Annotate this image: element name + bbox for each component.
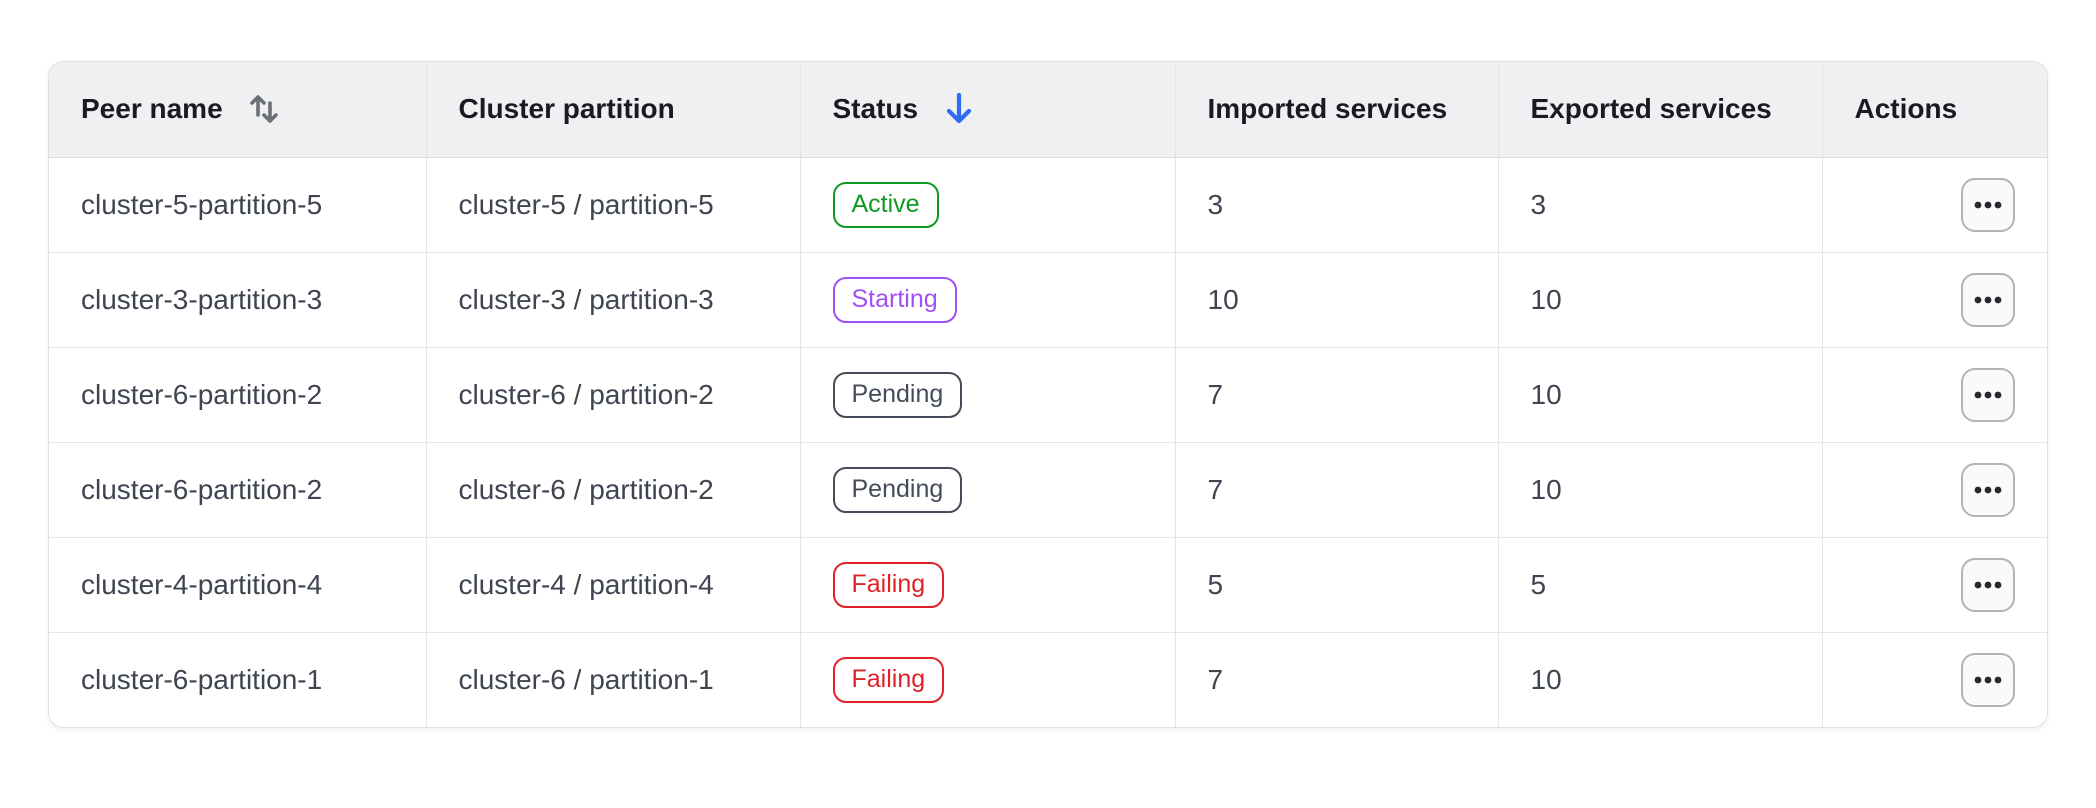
column-header-label: Cluster partition	[458, 93, 675, 125]
header-row: Peer name Cluster partition	[49, 62, 2047, 158]
ellipsis-icon	[1974, 486, 2002, 494]
cell-imported-services: 7	[1175, 442, 1499, 538]
cell-peer-name: cluster-6-partition-2	[49, 347, 427, 443]
ellipsis-icon	[1974, 581, 2002, 589]
cell-peer-name: cluster-6-partition-1	[49, 632, 427, 727]
cell-peer-name: cluster-5-partition-5	[49, 157, 427, 253]
cell-exported-services: 10	[1498, 632, 1823, 727]
cell-actions	[1822, 632, 2047, 727]
cell-actions	[1822, 537, 2047, 633]
column-header-status[interactable]: Status	[800, 62, 1176, 158]
row-actions-button[interactable]	[1961, 177, 2015, 232]
row-actions-button[interactable]	[1961, 462, 2015, 517]
sort-descending-arrow-icon[interactable]	[942, 89, 976, 129]
column-header-cluster-partition: Cluster partition	[426, 62, 801, 158]
status-badge: Pending	[832, 466, 963, 513]
cell-exported-services: 10	[1498, 252, 1823, 348]
cell-actions	[1822, 442, 2047, 538]
column-header-peer-name[interactable]: Peer name	[49, 62, 427, 158]
table-row: cluster-3-partition-3 cluster-3 / partit…	[49, 252, 2047, 348]
table-body: cluster-5-partition-5 cluster-5 / partit…	[49, 157, 2047, 727]
peers-table-card: Peer name Cluster partition	[48, 61, 2048, 728]
cell-actions	[1822, 157, 2047, 253]
column-header-exported-services: Exported services	[1498, 62, 1823, 158]
column-header-label: Exported services	[1530, 93, 1772, 125]
table-row: cluster-5-partition-5 cluster-5 / partit…	[49, 157, 2047, 253]
cell-imported-services: 7	[1175, 632, 1499, 727]
cell-actions	[1822, 252, 2047, 348]
row-actions-button[interactable]	[1961, 367, 2015, 422]
cell-cluster-partition: cluster-4 / partition-4	[426, 537, 801, 633]
table-row: cluster-6-partition-2 cluster-6 / partit…	[49, 347, 2047, 443]
ellipsis-icon	[1974, 296, 2002, 304]
table-row: cluster-4-partition-4 cluster-4 / partit…	[49, 537, 2047, 633]
cell-status: Pending	[800, 442, 1176, 538]
cell-cluster-partition: cluster-3 / partition-3	[426, 252, 801, 348]
ellipsis-icon	[1974, 201, 2002, 209]
cell-peer-name: cluster-4-partition-4	[49, 537, 427, 633]
cell-peer-name: cluster-3-partition-3	[49, 252, 427, 348]
cell-cluster-partition: cluster-6 / partition-1	[426, 632, 801, 727]
table-row: cluster-6-partition-1 cluster-6 / partit…	[49, 632, 2047, 727]
ellipsis-icon	[1974, 391, 2002, 399]
cell-exported-services: 5	[1498, 537, 1823, 633]
status-badge: Failing	[832, 656, 945, 703]
column-header-label: Imported services	[1207, 93, 1448, 125]
cell-cluster-partition: cluster-5 / partition-5	[426, 157, 801, 253]
cell-actions	[1822, 347, 2047, 443]
column-header-label: Actions	[1854, 93, 1958, 125]
table-row: cluster-6-partition-2 cluster-6 / partit…	[49, 442, 2047, 538]
row-actions-button[interactable]	[1961, 557, 2015, 612]
status-badge: Pending	[832, 371, 963, 418]
ellipsis-icon	[1974, 676, 2002, 684]
cell-cluster-partition: cluster-6 / partition-2	[426, 442, 801, 538]
cell-status: Pending	[800, 347, 1176, 443]
cell-imported-services: 10	[1175, 252, 1499, 348]
cell-cluster-partition: cluster-6 / partition-2	[426, 347, 801, 443]
cell-peer-name: cluster-6-partition-2	[49, 442, 427, 538]
cell-exported-services: 3	[1498, 157, 1823, 253]
column-header-imported-services: Imported services	[1175, 62, 1499, 158]
status-badge: Failing	[832, 561, 945, 608]
cell-status: Active	[800, 157, 1176, 253]
row-actions-button[interactable]	[1961, 652, 2015, 707]
cell-imported-services: 5	[1175, 537, 1499, 633]
cell-imported-services: 3	[1175, 157, 1499, 253]
row-actions-button[interactable]	[1961, 272, 2015, 327]
cell-status: Failing	[800, 537, 1176, 633]
cell-imported-services: 7	[1175, 347, 1499, 443]
status-badge: Active	[832, 181, 939, 228]
cell-status: Failing	[800, 632, 1176, 727]
sort-up-down-icon[interactable]	[247, 89, 281, 129]
column-header-label: Peer name	[81, 93, 223, 125]
cell-exported-services: 10	[1498, 442, 1823, 538]
peers-table: Peer name Cluster partition	[49, 62, 2047, 727]
cell-exported-services: 10	[1498, 347, 1823, 443]
column-header-label: Status	[832, 93, 919, 125]
status-badge: Starting	[832, 276, 957, 323]
column-header-actions: Actions	[1822, 62, 2047, 158]
cell-status: Starting	[800, 252, 1176, 348]
